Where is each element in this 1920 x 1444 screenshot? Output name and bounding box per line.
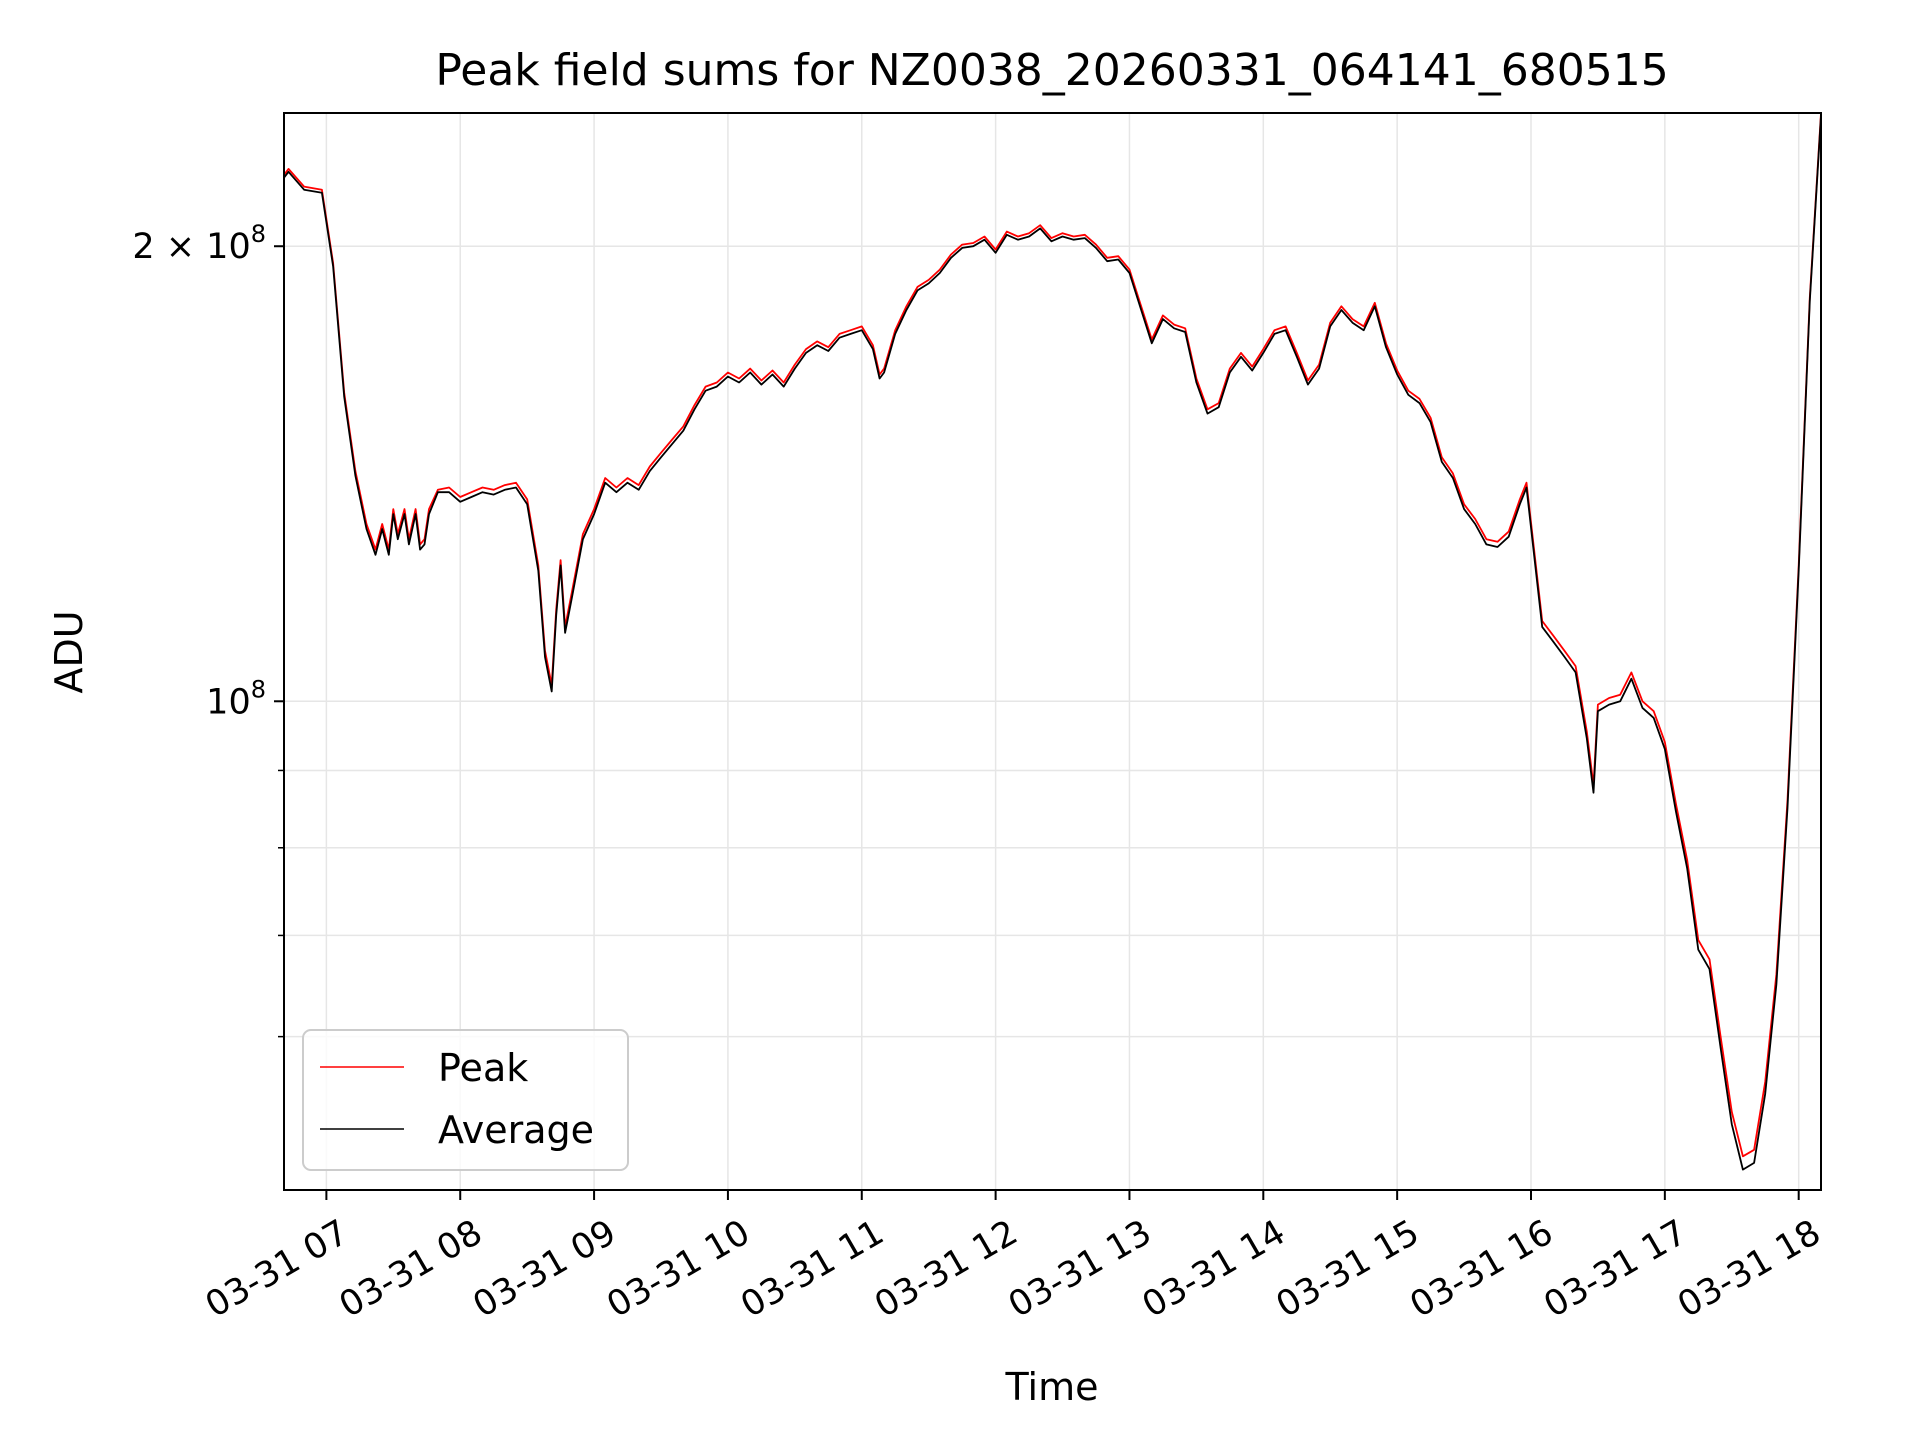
x-tick-label: 03-31 14 (1136, 1213, 1292, 1326)
x-tick-label: 03-31 11 (734, 1213, 890, 1326)
x-tick-label: 03-31 16 (1404, 1213, 1560, 1326)
legend-box (302, 1029, 629, 1171)
plot-frame (283, 112, 1822, 1191)
x-tick-label: 03-31 17 (1537, 1213, 1693, 1326)
y-tick-base: 10 (206, 227, 251, 267)
x-tick-label: 03-31 08 (333, 1213, 489, 1326)
y-tick-label: 108 (206, 675, 266, 722)
x-axis-label: Time (1005, 1365, 1099, 1409)
y-tick-exponent: 8 (251, 675, 266, 703)
x-tick-label: 03-31 12 (868, 1213, 1024, 1326)
legend: Peak Average (302, 1029, 629, 1171)
series-line-average (284, 115, 1821, 1171)
x-tick-label: 03-31 07 (199, 1213, 355, 1326)
x-tick-label: 03-31 13 (1002, 1213, 1158, 1326)
grid-lines (284, 113, 1821, 1190)
y-tick-base: 10 (206, 682, 251, 722)
chart-title: Peak field sums for NZ0038_20260331_0641… (435, 45, 1668, 96)
x-tick-label: 03-31 10 (601, 1213, 757, 1326)
series-layer (284, 113, 1821, 1171)
y-tick-label: 2 × 108 (132, 220, 266, 267)
x-tick-label: 03-31 15 (1270, 1213, 1426, 1326)
x-tick-label: 03-31 18 (1671, 1213, 1827, 1326)
series-line-peak (284, 113, 1821, 1158)
y-tick-mantissa: 2 × (132, 227, 206, 267)
y-tick-exponent: 8 (251, 220, 266, 248)
legend-label-peak: Peak (438, 1046, 528, 1090)
x-tick-label: 03-31 09 (467, 1213, 623, 1326)
y-axis-label: ADU (47, 610, 91, 693)
legend-label-average: Average (438, 1108, 594, 1152)
